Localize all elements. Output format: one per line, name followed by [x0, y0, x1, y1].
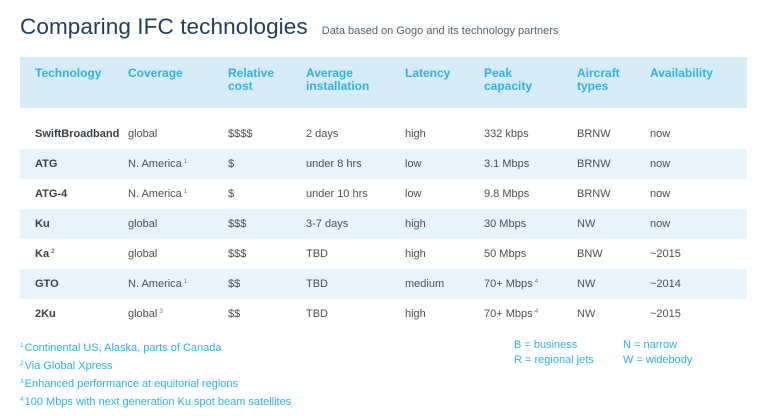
- cell-aircraft: NW: [577, 308, 596, 320]
- cell-cost: $$: [228, 308, 241, 320]
- column-header-average-installation: Average installation: [306, 66, 370, 93]
- cell-aircraft: BNW: [577, 248, 603, 260]
- cell-technology: Ku: [35, 218, 50, 230]
- cell-latency: low: [405, 188, 422, 200]
- footnotes: 1Continental US, Alaska, parts of Canada…: [20, 338, 291, 410]
- cell-availability: now: [650, 218, 671, 230]
- column-header-aircraft-types: Aircraft types: [577, 66, 620, 93]
- table-row: 2Ku global 3 $$ TBD high 70+ Mbps 4 NW ~20…: [20, 299, 747, 329]
- cell-installation: 3-7 days: [306, 218, 349, 230]
- cell-technology: Ka 2: [35, 248, 55, 260]
- cell-cost: $: [228, 158, 235, 170]
- cell-cost: $: [228, 188, 235, 200]
- legend-item: B = business: [514, 339, 578, 351]
- cell-installation: TBD: [306, 278, 328, 290]
- cell-latency: high: [405, 127, 426, 140]
- cell-availability: ~2015: [650, 248, 681, 260]
- table-row: ATG-4 N. America 1 $ under 10 hrs low 9.8…: [20, 179, 747, 209]
- footnote: 2Via Global Xpress: [20, 360, 113, 372]
- column-header-latency: Latency: [405, 66, 451, 80]
- cell-latency: high: [405, 248, 426, 260]
- cell-coverage: N. America 1: [128, 158, 188, 170]
- cell-coverage: global 3: [128, 308, 163, 320]
- cell-installation: 2 days: [306, 127, 339, 140]
- cell-availability: ~2015: [650, 308, 681, 320]
- aircraft-type-legend: B = business N = narrow R = regional jet…: [514, 338, 692, 368]
- cell-technology: GTO: [35, 278, 59, 290]
- column-header-relative-cost: Relative cost: [228, 66, 275, 93]
- cell-technology: ATG-4: [35, 188, 68, 200]
- cell-capacity: 3.1 Mbps: [484, 158, 530, 170]
- cell-latency: medium: [405, 278, 445, 290]
- column-header-availability: Availability: [650, 66, 713, 80]
- cell-coverage: global: [128, 127, 158, 140]
- page-title: Comparing IFC technologies: [20, 14, 308, 39]
- cell-aircraft: NW: [577, 218, 596, 230]
- cell-latency: high: [405, 308, 426, 320]
- table-row: Ku global $$$ 3-7 days high 30 Mbps NW n…: [20, 209, 747, 239]
- cell-capacity: 30 Mbps: [484, 218, 527, 230]
- comparison-table: Technology Coverage Relative cost Average…: [20, 57, 747, 329]
- table-row: Ka 2 global $$$ TBD high 50 Mbps BNW ~201…: [20, 239, 747, 269]
- cell-availability: now: [650, 188, 671, 200]
- column-header-technology: Technology: [35, 66, 102, 80]
- cell-capacity: 70+ Mbps 4: [484, 308, 539, 320]
- legend-item: N = narrow: [623, 339, 678, 351]
- table-row: ATG N. America 1 $ under 8 hrs low 3.1 Mb…: [20, 149, 747, 179]
- cell-installation: TBD: [306, 308, 328, 320]
- cell-capacity: 70+ Mbps 4: [484, 278, 539, 290]
- cell-coverage: global: [128, 218, 158, 230]
- cell-availability: now: [650, 127, 671, 140]
- footnote: 1Continental US, Alaska, parts of Canada: [20, 342, 222, 354]
- cell-latency: high: [405, 218, 426, 230]
- cell-technology: 2Ku: [35, 308, 56, 320]
- cell-availability: now: [650, 158, 671, 170]
- cell-coverage: N. America 1: [128, 188, 188, 200]
- cell-capacity: 9.8 Mbps: [484, 188, 530, 200]
- footnote: 4100 Mbps with next generation Ku spot b…: [20, 396, 292, 408]
- legend-item: R = regional jets: [514, 354, 594, 366]
- cell-latency: low: [405, 158, 422, 170]
- cell-cost: $$$: [228, 248, 247, 260]
- cell-installation: under 10 hrs: [306, 188, 368, 200]
- cell-aircraft: BRNW: [577, 127, 611, 140]
- cell-coverage: N. America 1: [128, 278, 188, 290]
- cell-aircraft: BRNW: [577, 188, 611, 200]
- footnote: 3Enhanced performance at equitorial regi…: [20, 378, 239, 390]
- cell-technology: SwiftBroadband: [35, 127, 120, 140]
- legend-item: W = widebody: [623, 354, 693, 366]
- page-subtitle: Data based on Gogo and its technology pa…: [321, 25, 559, 37]
- column-header-peak-capacity: Peak capacity: [484, 66, 533, 93]
- cell-capacity: 332 kbps: [484, 127, 529, 140]
- table-row: SwiftBroadband global $$$$ 2 days high 3…: [20, 108, 747, 149]
- cell-installation: under 8 hrs: [306, 158, 362, 170]
- cell-cost: $$$: [228, 218, 247, 230]
- column-header-coverage: Coverage: [128, 66, 183, 80]
- cell-coverage: global: [128, 248, 158, 260]
- cell-availability: ~2014: [650, 278, 681, 290]
- cell-capacity: 50 Mbps: [484, 248, 527, 260]
- cell-aircraft: BRNW: [577, 158, 611, 170]
- header-row: Technology Coverage Relative cost Average…: [20, 57, 747, 108]
- title-row: Comparing IFC technologies Data based on…: [20, 14, 558, 46]
- cell-cost: $$$$: [228, 127, 253, 140]
- table-row: GTO N. America 1 $$ TBD medium 70+ Mbps 4 …: [20, 269, 747, 299]
- cell-cost: $$: [228, 278, 241, 290]
- table-body: SwiftBroadband global $$$$ 2 days high 3…: [20, 108, 747, 329]
- cell-technology: ATG: [35, 158, 58, 170]
- table-header: Technology Coverage Relative cost Average…: [20, 57, 747, 108]
- cell-aircraft: NW: [577, 278, 596, 290]
- cell-installation: TBD: [306, 248, 328, 260]
